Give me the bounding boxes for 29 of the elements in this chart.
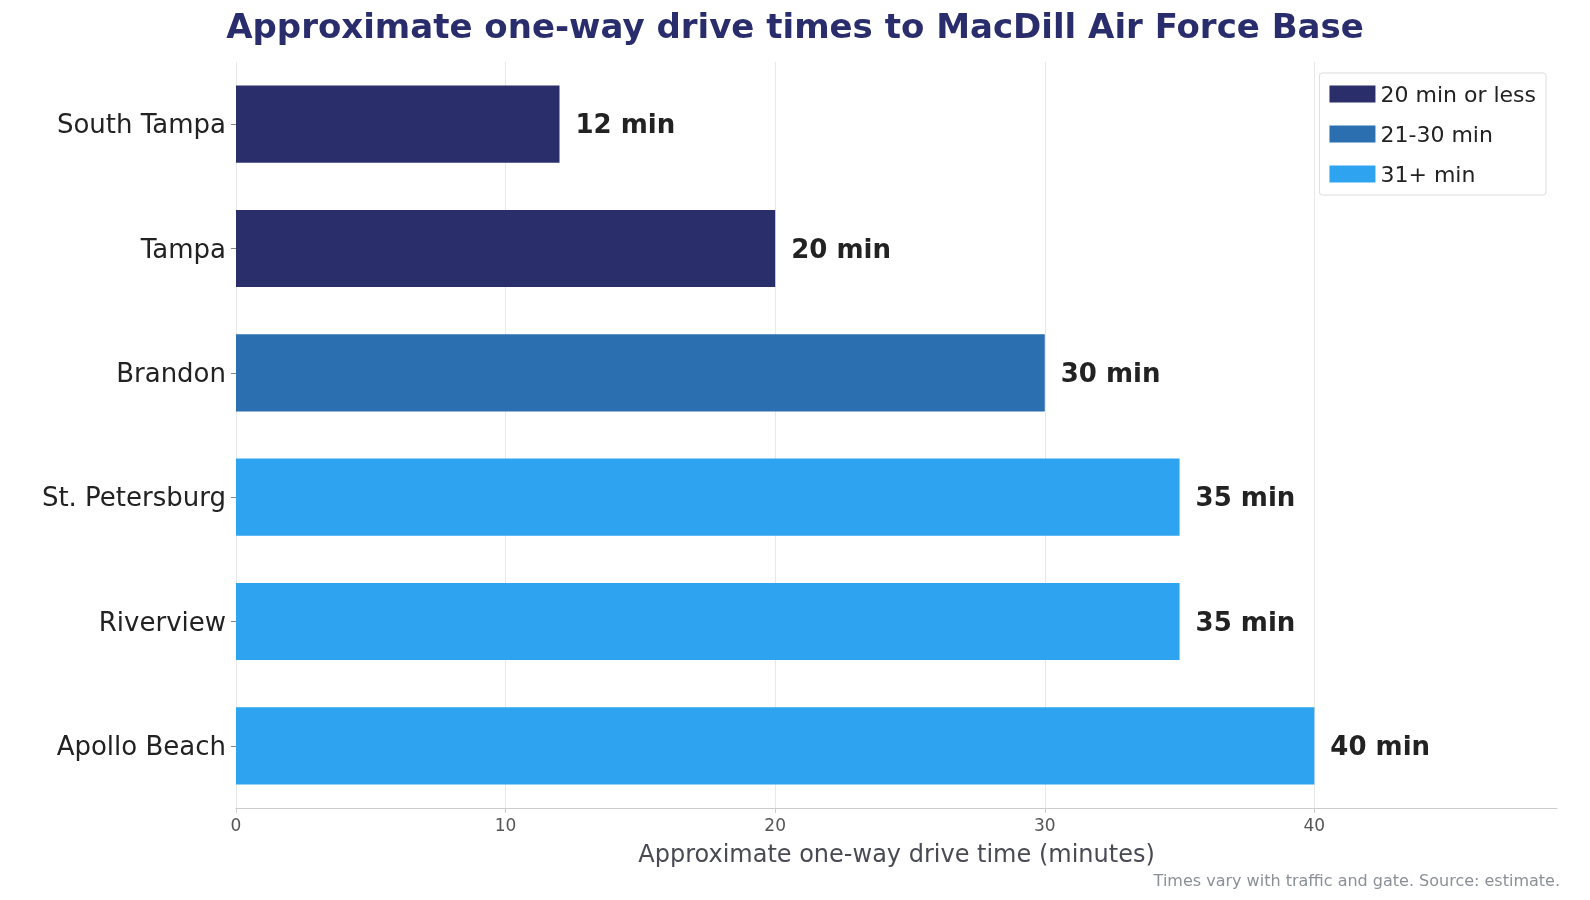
x-tick-label: 10 bbox=[494, 814, 517, 835]
data-label: 12 min bbox=[575, 109, 676, 140]
x-axis-title: Approximate one-way drive time (minutes) bbox=[638, 840, 1155, 868]
bar bbox=[236, 582, 1180, 661]
data-label: 40 min bbox=[1330, 730, 1431, 761]
x-tick-label: 40 bbox=[1303, 814, 1326, 835]
y-tick-label: South Tampa bbox=[56, 109, 226, 140]
x-tick-label: 30 bbox=[1033, 814, 1056, 835]
bar bbox=[236, 85, 560, 163]
y-tick-label: Tampa bbox=[139, 233, 226, 264]
data-label: 20 min bbox=[791, 233, 891, 264]
text: Times vary with traffic and gate. Source: estimate. bbox=[1152, 870, 1561, 890]
x-tick-label: 0 bbox=[230, 814, 242, 835]
y-tick-label: St. Petersburg bbox=[41, 482, 226, 513]
bar bbox=[236, 707, 1315, 785]
bar bbox=[236, 334, 1045, 412]
data-label: 35 min bbox=[1195, 606, 1296, 637]
x-tick-label: 20 bbox=[764, 814, 786, 835]
data-label: 35 min bbox=[1195, 482, 1296, 513]
data-label: 30 min bbox=[1060, 357, 1161, 388]
y-tick-label: Apollo Beach bbox=[56, 730, 226, 761]
bar bbox=[236, 209, 776, 288]
legend-label: 20 min or less bbox=[1380, 81, 1537, 107]
y-tick-label: Riverview bbox=[98, 606, 226, 637]
legend-label: 31+ min bbox=[1380, 161, 1476, 187]
y-tick-label: Brandon bbox=[116, 357, 226, 388]
bar bbox=[236, 458, 1180, 536]
chart-title: Approximate one-way drive times to MacDill Air Force Base bbox=[226, 6, 1364, 46]
legend-label: 21-30 min bbox=[1380, 121, 1493, 147]
